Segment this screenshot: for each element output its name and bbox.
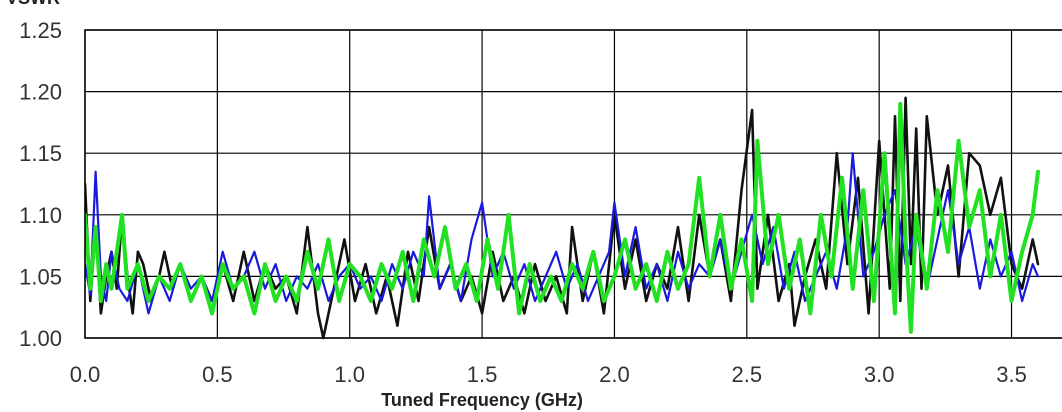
- x-tick-label: 1.0: [334, 362, 365, 387]
- y-tick-label: 1.10: [19, 203, 62, 228]
- y-tick-label: 1.20: [19, 80, 62, 105]
- y-tick-label: 1.00: [19, 326, 62, 351]
- x-tick-label: 0.0: [70, 362, 101, 387]
- x-tick-label: 1.5: [467, 362, 498, 387]
- x-axis-title: Tuned Frequency (GHz): [381, 390, 583, 410]
- y-tick-label: 1.25: [19, 18, 62, 43]
- y-tick-label: 1.15: [19, 141, 62, 166]
- x-tick-label: 3.0: [864, 362, 895, 387]
- series-lines: [85, 96, 1040, 340]
- x-tick-label: 2.5: [732, 362, 763, 387]
- series-line-blue: [85, 152, 1040, 315]
- y-tick-label: 1.05: [19, 264, 62, 289]
- plot-frame: [84, 29, 1062, 339]
- y-axis-title: VSWR: [6, 0, 60, 8]
- y-tick-labels: 1.00 1.05 1.10 1.15 1.20 1.25: [19, 18, 62, 351]
- x-tick-labels: 0.0 0.5 1.0 1.5 2.0 2.5 3.0 3.5: [70, 362, 1027, 387]
- x-tick-label: 3.5: [996, 362, 1027, 387]
- x-tick-label: 2.0: [599, 362, 630, 387]
- x-tick-label: 0.5: [202, 362, 233, 387]
- series-line-green: [85, 101, 1040, 334]
